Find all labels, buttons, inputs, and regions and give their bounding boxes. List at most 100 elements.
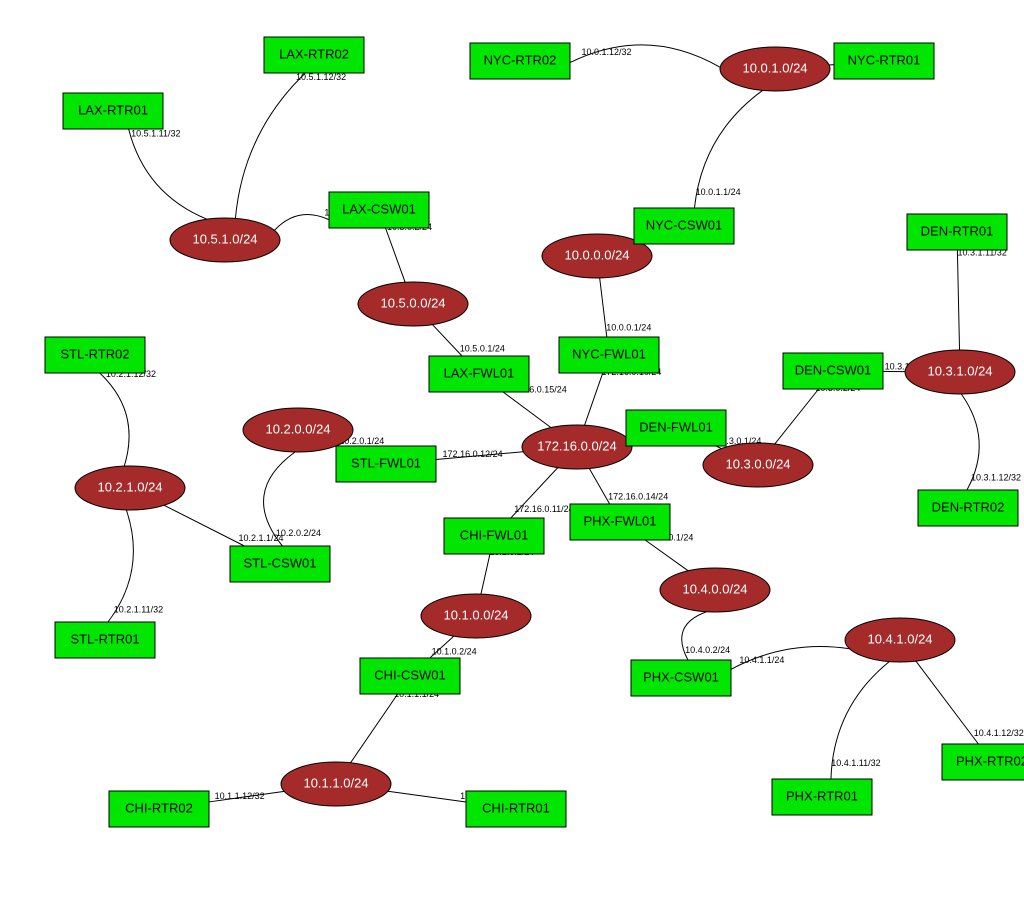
subnet-label: 172.16.0.0/24 — [537, 438, 617, 453]
nodes-layer: 10.0.1.0/2410.5.1.0/2410.0.0.0/2410.5.0.… — [45, 37, 1024, 827]
device-node: CHI-CSW01 — [360, 658, 460, 694]
device-label: NYC-RTR01 — [848, 52, 921, 67]
edge-label: 10.0.0.1/24 — [606, 323, 651, 333]
device-node: CHI-FWL01 — [444, 518, 544, 554]
edge — [916, 661, 979, 744]
device-label: DEN-RTR02 — [932, 499, 1005, 514]
device-label: PHX-RTR01 — [786, 788, 858, 803]
device-label: PHX-RTR02 — [956, 753, 1024, 768]
edge — [100, 373, 129, 466]
edge — [585, 373, 603, 425]
subnet-label: 10.2.0.0/24 — [265, 421, 330, 436]
edge — [645, 540, 688, 571]
network-diagram: 10.0.1.12/3210.0.1.11/3210.5.1.11/3210.5… — [0, 0, 1024, 899]
subnet-node: 10.2.1.0/24 — [75, 466, 185, 510]
edge-label: 10.4.1.12/32 — [974, 728, 1024, 738]
device-label: NYC-FWL01 — [572, 346, 646, 361]
device-label: STL-RTR01 — [70, 631, 139, 646]
subnet-node: 172.16.0.0/24 — [522, 425, 632, 469]
subnet-label: 10.5.0.0/24 — [380, 295, 445, 310]
edge-label: 10.4.1.11/32 — [831, 758, 880, 768]
device-label: LAX-FWL01 — [444, 365, 515, 380]
device-node: STL-RTR02 — [45, 337, 145, 373]
device-node: NYC-CSW01 — [634, 208, 734, 244]
device-node: PHX-FWL01 — [570, 504, 670, 540]
edge — [775, 389, 819, 444]
edge-label: 10.2.1.1/24 — [238, 533, 283, 543]
edge — [481, 554, 490, 594]
edge — [432, 325, 462, 356]
subnet-node: 10.1.1.0/24 — [281, 762, 391, 806]
device-label: PHX-FWL01 — [584, 513, 657, 528]
subnet-label: 10.1.1.0/24 — [303, 775, 368, 790]
subnet-node: 10.1.0.0/24 — [421, 594, 531, 638]
edge — [589, 468, 609, 504]
device-label: STL-FWL01 — [351, 455, 421, 470]
device-label: PHX-CSW01 — [643, 669, 719, 684]
subnet-label: 10.1.0.0/24 — [443, 607, 508, 622]
device-node: CHI-RTR01 — [466, 791, 566, 827]
device-node: STL-CSW01 — [230, 546, 330, 582]
subnet-node: 10.4.1.0/24 — [845, 618, 955, 662]
edge-label: 10.4.0.2/24 — [685, 645, 730, 655]
device-label: LAX-CSW01 — [342, 201, 416, 216]
edge — [274, 215, 329, 231]
edge — [503, 392, 551, 428]
edge-label: 10.1.1.12/32 — [215, 791, 265, 801]
subnet-node: 10.0.1.0/24 — [720, 47, 830, 91]
subnet-label: 10.4.0.0/24 — [682, 581, 747, 596]
subnet-node: 10.3.0.0/24 — [703, 443, 813, 487]
edge-label: 10.5.0.1/24 — [460, 344, 505, 354]
subnet-label: 10.3.0.0/24 — [725, 456, 790, 471]
device-node: DEN-RTR01 — [907, 214, 1007, 250]
edge-label: 10.1.0.2/24 — [432, 646, 477, 656]
edge — [386, 228, 406, 282]
subnet-node: 10.4.0.0/24 — [660, 568, 770, 612]
device-node: LAX-FWL01 — [429, 356, 529, 392]
edge-label: 10.0.1.12/32 — [581, 47, 631, 57]
edge-label: 10.3.1.12/32 — [971, 473, 1021, 483]
device-node: PHX-RTR01 — [772, 779, 872, 815]
device-label: STL-CSW01 — [244, 555, 317, 570]
edge-label: 10.0.1.1/24 — [696, 187, 741, 197]
device-node: DEN-RTR02 — [918, 490, 1018, 526]
edge-label: 172.16.0.14/24 — [608, 491, 668, 501]
device-node: LAX-CSW01 — [329, 192, 429, 228]
subnet-node: 10.5.0.0/24 — [358, 282, 468, 326]
device-node: CHI-RTR02 — [109, 791, 209, 827]
edge — [388, 791, 466, 802]
edge-label: 10.5.1.11/32 — [131, 129, 180, 139]
device-node: LAX-RTR01 — [63, 93, 163, 129]
device-node: DEN-FWL01 — [626, 410, 726, 446]
device-label: CHI-RTR01 — [482, 800, 550, 815]
edge-label: 172.16.0.11/24 — [514, 504, 573, 514]
device-node: STL-RTR01 — [55, 622, 155, 658]
edge-label: 10.2.1.11/32 — [114, 604, 163, 614]
device-label: NYC-RTR02 — [484, 52, 557, 67]
subnet-node: 10.5.1.0/24 — [170, 218, 280, 262]
subnet-node: 10.2.0.0/24 — [243, 408, 353, 452]
device-label: DEN-FWL01 — [639, 419, 713, 434]
edge — [129, 129, 207, 219]
device-label: CHI-FWL01 — [460, 527, 529, 542]
device-label: CHI-RTR02 — [125, 800, 193, 815]
subnet-label: 10.2.1.0/24 — [97, 479, 162, 494]
device-label: NYC-CSW01 — [646, 217, 723, 232]
edges-layer: 10.0.1.12/3210.0.1.11/3210.5.1.11/3210.5… — [100, 45, 1024, 802]
device-label: STL-RTR02 — [60, 346, 129, 361]
subnet-node: 10.3.1.0/24 — [905, 350, 1015, 394]
device-node: NYC-RTR02 — [470, 43, 570, 79]
device-node: NYC-FWL01 — [559, 337, 659, 373]
device-node: NYC-RTR01 — [834, 43, 934, 79]
device-label: LAX-RTR01 — [78, 102, 148, 117]
device-node: STL-FWL01 — [336, 446, 436, 482]
edge — [164, 505, 244, 546]
device-label: DEN-RTR01 — [921, 223, 994, 238]
edge-label: 10.4.1.1/24 — [739, 655, 784, 665]
edge — [235, 73, 305, 218]
device-node: PHX-RTR02 — [942, 744, 1024, 780]
edge — [351, 694, 398, 763]
subnet-label: 10.4.1.0/24 — [867, 631, 932, 646]
device-label: DEN-CSW01 — [795, 362, 872, 377]
edge-label: 172.16.0.12/24 — [443, 449, 503, 459]
